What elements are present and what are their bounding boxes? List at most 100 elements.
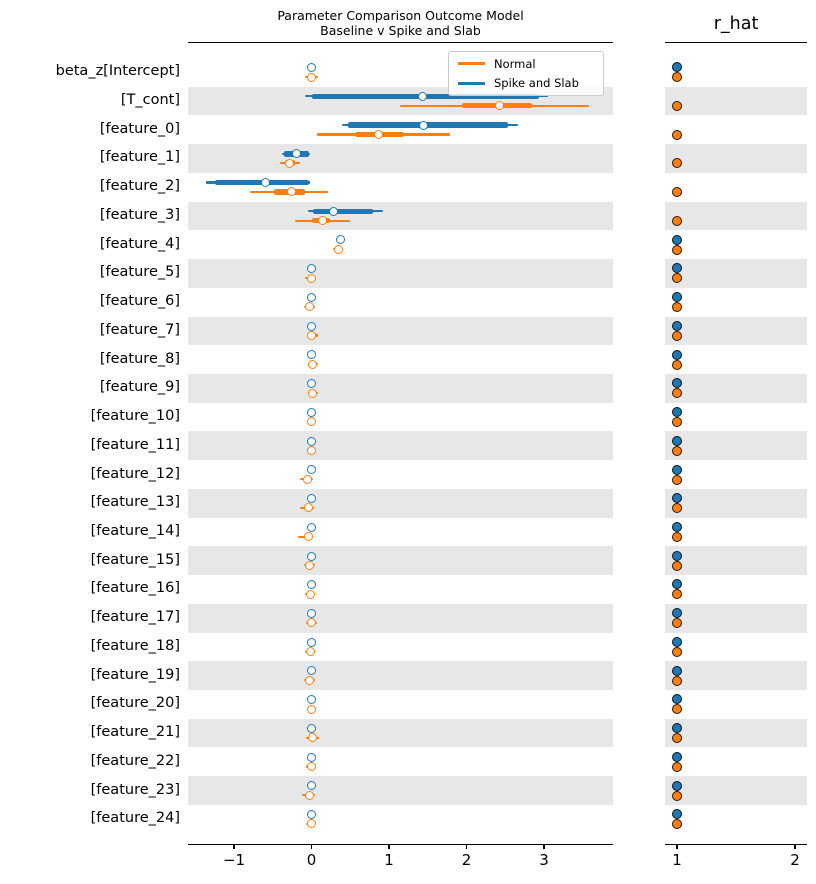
rhat-dot-spike xyxy=(672,464,682,475)
x-axis-tick xyxy=(310,845,313,849)
median-marker-spike xyxy=(261,178,271,188)
rhat-dot-normal xyxy=(672,618,682,629)
y-tick-label: beta_z[Intercept] xyxy=(55,63,180,80)
x-axis-tick xyxy=(794,845,796,849)
rhat-dot-spike xyxy=(672,608,682,619)
rhat-dot-normal xyxy=(672,445,682,456)
rhat-dot-normal xyxy=(672,129,682,140)
row-band xyxy=(188,316,613,346)
rhat-dot-normal xyxy=(672,273,682,284)
chart-title-line1: Parameter Comparison Outcome Model xyxy=(277,8,524,23)
legend-entry-normal: Normal xyxy=(449,57,603,71)
rhat-dot-normal xyxy=(672,675,682,686)
median-marker-spike xyxy=(307,637,316,647)
median-marker-spike xyxy=(307,465,316,475)
rhat-dot-normal xyxy=(672,244,682,255)
median-marker-normal xyxy=(306,589,316,599)
rhat-dot-normal xyxy=(672,158,682,169)
median-marker-spike xyxy=(307,551,316,561)
row-band xyxy=(665,776,807,805)
x-axis-tick xyxy=(388,845,390,849)
rhat-dot-spike xyxy=(672,521,682,532)
row-band xyxy=(188,259,613,288)
median-marker-normal xyxy=(305,675,315,685)
rhat-dot-spike xyxy=(672,550,682,561)
median-marker-normal xyxy=(303,532,313,542)
main-forest-panel xyxy=(188,42,613,845)
median-marker-normal xyxy=(305,790,315,800)
x-axis-tick xyxy=(543,845,545,849)
rhat-dot-spike xyxy=(672,62,682,73)
rhat-dot-spike xyxy=(672,780,682,791)
median-marker-spike xyxy=(307,608,316,618)
median-marker-spike xyxy=(307,63,316,73)
median-marker-spike xyxy=(307,321,316,331)
x-axis-tick xyxy=(676,845,678,849)
median-marker-spike xyxy=(307,580,316,590)
rhat-dot-normal xyxy=(672,330,682,341)
rhat-dot-spike xyxy=(672,349,682,360)
row-band xyxy=(188,718,613,748)
row-band xyxy=(665,603,807,633)
row-band xyxy=(188,546,613,576)
median-marker-normal xyxy=(303,503,313,513)
median-marker-spike xyxy=(307,723,316,733)
y-tick-label: [T_cont] xyxy=(120,92,180,109)
row-band xyxy=(188,373,613,403)
median-marker-normal xyxy=(307,445,316,455)
median-marker-normal xyxy=(307,819,316,829)
legend-label-normal: Normal xyxy=(494,56,536,71)
y-tick-label: [feature_13] xyxy=(90,494,180,511)
y-tick-label: [feature_21] xyxy=(90,724,180,741)
x-axis-tick xyxy=(233,845,235,849)
row-band xyxy=(665,431,807,461)
median-marker-normal xyxy=(373,129,383,139)
x-axis-tick xyxy=(465,845,468,849)
x-tick-label: 2 xyxy=(790,851,800,869)
row-band xyxy=(188,201,613,231)
median-marker-spike xyxy=(336,235,346,245)
rhat-dot-spike xyxy=(672,579,682,590)
rhat-dot-normal xyxy=(672,359,682,370)
y-tick-label: [feature_1] xyxy=(99,149,180,166)
y-tick-label: [feature_15] xyxy=(90,551,180,568)
rhat-dot-normal xyxy=(672,417,682,428)
y-tick-label: [feature_6] xyxy=(99,293,180,310)
median-marker-normal xyxy=(307,733,317,743)
y-tick-label: [feature_12] xyxy=(90,465,180,482)
row-band xyxy=(665,201,807,231)
median-marker-normal xyxy=(334,244,344,254)
x-tick-label: 1 xyxy=(672,851,682,869)
row-band xyxy=(188,603,613,633)
median-marker-normal xyxy=(307,273,316,283)
median-marker-spike xyxy=(307,379,316,389)
median-marker-spike xyxy=(307,781,316,791)
median-marker-spike xyxy=(307,752,316,762)
median-marker-normal xyxy=(306,647,316,657)
rhat-dot-normal xyxy=(672,531,682,542)
y-tick-label: [feature_14] xyxy=(90,522,180,539)
rhat-dot-normal xyxy=(672,704,682,715)
y-tick-label: [feature_8] xyxy=(99,350,180,367)
rhat-dot-normal xyxy=(672,187,682,198)
median-marker-spike xyxy=(307,494,316,504)
y-tick-label: [feature_19] xyxy=(90,666,180,683)
x-tick-label: −1 xyxy=(222,851,246,869)
rhat-dot-normal xyxy=(672,101,682,112)
median-marker-normal xyxy=(286,187,296,197)
row-band xyxy=(665,718,807,748)
median-marker-normal xyxy=(305,560,315,570)
y-tick-label: [feature_2] xyxy=(99,178,180,195)
rhat-dot-normal xyxy=(672,819,682,830)
row-band xyxy=(188,144,613,173)
y-tick-label: [feature_20] xyxy=(90,695,180,712)
rhat-dot-normal xyxy=(672,474,682,485)
median-marker-spike xyxy=(307,264,316,274)
rhat-dot-spike xyxy=(672,751,682,762)
median-marker-normal xyxy=(307,359,317,369)
median-marker-spike xyxy=(307,292,316,302)
row-band xyxy=(188,776,613,805)
row-band xyxy=(665,316,807,346)
rhat-dot-spike xyxy=(672,665,682,676)
